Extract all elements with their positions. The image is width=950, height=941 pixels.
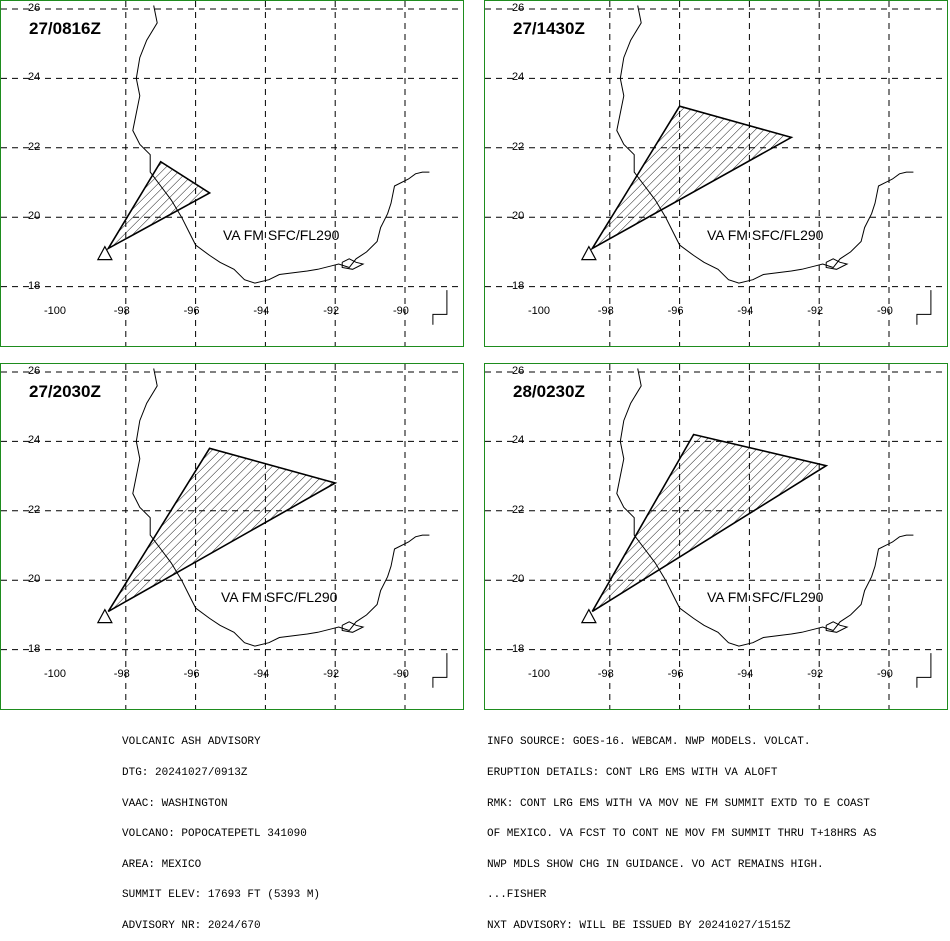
latitude-tick-label: 18	[512, 279, 525, 292]
latitude-tick-label: 26	[512, 365, 525, 377]
latitude-tick-label: 18	[512, 642, 525, 655]
volcano-icon	[580, 608, 597, 624]
longitude-tick-label: -96	[183, 305, 200, 317]
va-level-label: VA FM SFC/FL290	[221, 589, 338, 605]
longitude-tick-label: -96	[667, 668, 684, 680]
latitude-tick-label: 26	[512, 2, 525, 14]
advisory-line: ERUPTION DETAILS: CONT LRG EMS WITH VA A…	[487, 767, 778, 780]
latitude-tick-label: 20	[28, 573, 41, 586]
va-level-label: VA FM SFC/FL290	[707, 227, 824, 243]
longitude-tick-label: -92	[323, 305, 340, 317]
advisory-line: VOLCANO: POPOCATEPETL 341090	[122, 828, 307, 841]
latitude-tick-label: 24	[512, 71, 525, 84]
longitude-tick-label: -92	[807, 668, 824, 680]
advisory-line: SUMMIT ELEV: 17693 FT (5393 M)	[122, 889, 321, 902]
advisory-line: INFO SOURCE: GOES-16. WEBCAM. NWP MODELS…	[487, 736, 811, 749]
latitude-tick-label: 22	[28, 503, 41, 516]
longitude-tick-label: -96	[183, 668, 200, 680]
longitude-tick-label: -90	[393, 668, 409, 680]
longitude-tick-label: -94	[737, 668, 754, 680]
va-level-label: VA FM SFC/FL290	[223, 227, 340, 243]
longitude-tick-label: -98	[113, 305, 130, 317]
map-svg	[485, 364, 947, 709]
panel-time-label: 27/1430Z	[513, 19, 585, 38]
coastline	[132, 368, 430, 647]
map-panel: 27/2030Z VA FM SFC/FL290 26 24 22 20 18 -100 -98…	[0, 363, 464, 710]
grid	[1, 1, 463, 346]
longitude-tick-label: -100	[528, 305, 551, 317]
map-svg	[1, 364, 463, 709]
latitude-tick-label: 20	[512, 573, 525, 586]
panel-time-label: 28/0230Z	[513, 382, 585, 401]
map-svg	[1, 1, 463, 346]
border-line	[432, 653, 448, 688]
longitude-tick-label: -100	[44, 668, 67, 680]
lagoon-outline	[341, 621, 365, 633]
advisory-line: OF MEXICO. VA FCST TO CONT NE MOV FM SUM…	[487, 828, 877, 841]
advisory-line: VOLCANIC ASH ADVISORY	[122, 736, 261, 749]
longitude-tick-label: -100	[44, 305, 67, 317]
latitude-tick-label: 22	[28, 140, 41, 153]
longitude-tick-label: -100	[528, 668, 551, 680]
advisory-line: ADVISORY NR: 2024/670	[122, 920, 261, 933]
ash-cloud-polygon	[590, 105, 794, 251]
longitude-tick-label: -92	[807, 305, 824, 317]
latitude-tick-label: 18	[28, 642, 41, 655]
grid	[485, 364, 947, 709]
latitude-tick-label: 22	[512, 140, 525, 153]
ash-cloud-polygon	[591, 433, 829, 613]
ash-cloud-polygon	[107, 447, 338, 613]
panel-time-label: 27/0816Z	[29, 19, 101, 38]
longitude-tick-label: -90	[393, 305, 409, 317]
map-panel: 27/0816Z VA FM SFC/FL290 26 24 22 20 18 -100 -98…	[0, 0, 464, 347]
coastline	[616, 368, 914, 647]
advisory-line: DTG: 20241027/0913Z	[122, 767, 248, 780]
volcano-icon	[96, 608, 113, 624]
latitude-tick-label: 24	[512, 434, 525, 447]
longitude-tick-label: -94	[253, 305, 270, 317]
latitude-tick-label: 20	[512, 210, 525, 223]
latitude-tick-label: 24	[28, 434, 41, 447]
advisory-line: RMK: CONT LRG EMS WITH VA MOV NE FM SUMM…	[487, 797, 870, 810]
border-line	[916, 653, 932, 688]
lagoon-outline	[341, 258, 365, 270]
longitude-tick-label: -90	[877, 305, 893, 317]
longitude-tick-label: -90	[877, 668, 893, 680]
advisory-left-text: VOLCANIC ASH ADVISORY DTG: 20241027/0913…	[122, 717, 320, 941]
latitude-tick-label: 18	[28, 279, 41, 292]
advisory-line: AREA: MEXICO	[122, 858, 202, 871]
advisory-right-text: INFO SOURCE: GOES-16. WEBCAM. NWP MODELS…	[487, 717, 876, 941]
coastline	[616, 5, 914, 284]
latitude-tick-label: 20	[28, 210, 41, 223]
longitude-tick-label: -98	[597, 668, 614, 680]
longitude-tick-label: -92	[323, 668, 340, 680]
map-svg	[485, 1, 947, 346]
coastline	[132, 5, 430, 284]
longitude-tick-label: -94	[737, 305, 754, 317]
border-line	[432, 290, 448, 325]
volcano-icon	[580, 245, 597, 261]
va-level-label: VA FM SFC/FL290	[707, 589, 824, 605]
border-line	[916, 290, 932, 325]
lagoon-outline	[825, 621, 849, 633]
latitude-tick-label: 24	[28, 71, 41, 84]
longitude-tick-label: -94	[253, 668, 270, 680]
volcano-icon	[96, 245, 113, 261]
grid	[485, 1, 947, 346]
advisory-line: NWP MDLS SHOW CHG IN GUIDANCE. VO ACT RE…	[487, 858, 824, 871]
advisory-line: NXT ADVISORY: WILL BE ISSUED BY 20241027…	[487, 920, 791, 933]
latitude-tick-label: 26	[28, 365, 41, 377]
panel-time-label: 27/2030Z	[29, 382, 101, 401]
longitude-tick-label: -98	[113, 668, 130, 680]
longitude-tick-label: -96	[667, 305, 684, 317]
map-panel: 27/1430Z VA FM SFC/FL290 26 24 22 20 18 -100 -98…	[484, 0, 948, 347]
advisory-line: ...FISHER	[487, 889, 547, 902]
ash-cloud-polygon	[106, 160, 212, 251]
latitude-tick-label: 22	[512, 503, 525, 516]
latitude-tick-label: 26	[28, 2, 41, 14]
advisory-line: VAAC: WASHINGTON	[122, 797, 228, 810]
longitude-tick-label: -98	[597, 305, 614, 317]
lagoon-outline	[825, 258, 849, 270]
map-panel: 28/0230Z VA FM SFC/FL290 26 24 22 20 18 -100 -98…	[484, 363, 948, 710]
